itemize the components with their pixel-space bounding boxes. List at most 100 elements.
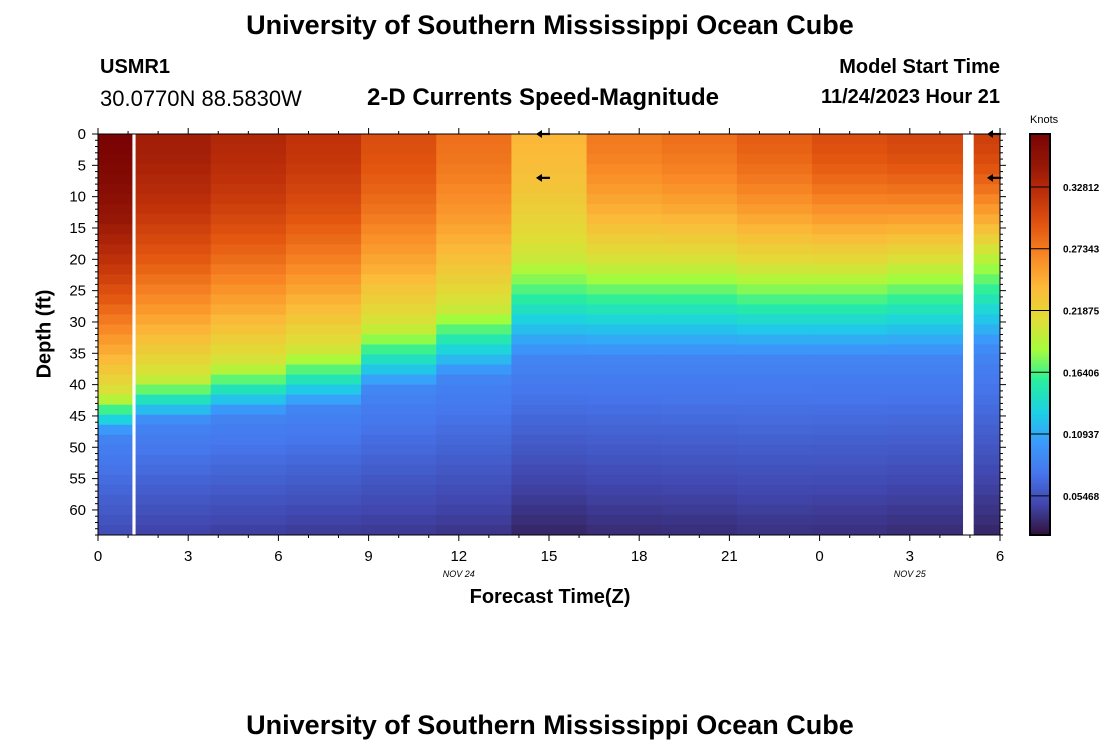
heatmap-cell	[973, 324, 1000, 336]
heatmap-cell	[361, 364, 437, 376]
heatmap-cell	[887, 254, 964, 265]
heatmap-cell	[135, 424, 212, 436]
heatmap-cell	[661, 214, 738, 225]
heatmap-cell	[436, 304, 513, 316]
heatmap-cell	[210, 414, 287, 426]
heatmap-cell	[812, 454, 888, 466]
heatmap-cell	[210, 164, 287, 175]
heatmap-cell	[210, 214, 287, 225]
heatmap-cell	[135, 194, 212, 205]
heatmap-cell	[98, 264, 133, 275]
x-tick-label: 3	[184, 548, 192, 565]
heatmap-cell	[511, 334, 588, 346]
y-tick-label: 25	[69, 283, 86, 300]
heatmap-cell	[98, 324, 133, 336]
heatmap-cell	[812, 174, 888, 185]
heatmap-cell	[812, 474, 888, 486]
heatmap-cell	[736, 134, 813, 145]
heatmap-cell	[135, 474, 212, 486]
heatmap-cell	[736, 274, 813, 285]
heatmap-cell	[361, 234, 437, 245]
heatmap-cell	[887, 364, 964, 376]
heatmap-cell	[736, 364, 813, 376]
heatmap-cell	[736, 394, 813, 406]
heatmap-cell	[586, 354, 663, 366]
heatmap-cell	[973, 424, 1000, 436]
heatmap-cell	[135, 244, 212, 255]
heatmap-cell	[285, 524, 362, 535]
heatmap-cell	[812, 204, 888, 215]
heatmap-cell	[812, 234, 888, 245]
station-coordinates: 30.0770N 88.5830W	[100, 86, 302, 111]
heatmap-cell	[98, 474, 133, 486]
heatmap-cell	[511, 444, 588, 456]
heatmap-cell	[98, 204, 133, 215]
station-id: USMR1	[100, 56, 171, 78]
heatmap-cell	[887, 494, 964, 506]
heatmap-cell	[98, 284, 133, 296]
heatmap-cell	[511, 204, 588, 215]
heatmap-cell	[812, 314, 888, 326]
heatmap-cell	[436, 454, 513, 466]
heatmap-cell	[98, 254, 133, 265]
heatmap-cell	[210, 194, 287, 205]
colorbar-tick-label: 0.32812	[1063, 183, 1100, 194]
heatmap-cell	[973, 484, 1000, 496]
y-tick-label: 60	[69, 502, 86, 519]
heatmap-cell	[736, 384, 813, 396]
heatmap-cell	[285, 404, 362, 416]
heatmap-cell	[361, 284, 437, 296]
heatmap-cell	[135, 224, 212, 235]
x-tick-label: 3	[906, 548, 914, 565]
heatmap-cell	[812, 504, 888, 516]
heatmap-cell	[812, 344, 888, 356]
heatmap-cell	[812, 434, 888, 446]
heatmap-cell	[511, 244, 588, 255]
heatmap-cell	[736, 454, 813, 466]
heatmap-cell	[135, 524, 212, 535]
heatmap-cell	[887, 454, 964, 466]
heatmap-cell	[361, 184, 437, 195]
heatmap-cell	[586, 424, 663, 436]
heatmap-cell	[436, 174, 513, 185]
heatmap-cell	[736, 164, 813, 175]
y-tick-label: 15	[69, 220, 86, 237]
heatmap-cell	[361, 454, 437, 466]
heatmap-cell	[210, 404, 287, 416]
heatmap-cell	[98, 274, 133, 285]
colorbar-ramp	[1029, 133, 1051, 536]
heatmap-cell	[812, 134, 888, 145]
heatmap-cell	[436, 194, 513, 205]
heatmap-cell	[361, 314, 437, 326]
heatmap-cell	[812, 144, 888, 155]
heatmap-cell	[511, 174, 588, 185]
heatmap-cell	[661, 514, 738, 526]
heatmap-cell	[973, 514, 1000, 526]
heatmap-cell	[887, 204, 964, 215]
heatmap-cell	[210, 264, 287, 275]
heatmap-cell	[436, 434, 513, 446]
heatmap-cell	[361, 264, 437, 275]
heatmap-cell	[973, 274, 1000, 285]
heatmap-cell	[436, 294, 513, 306]
heatmap-cell	[736, 444, 813, 456]
heatmap-cell	[285, 414, 362, 426]
heatmap-cell	[210, 144, 287, 155]
heatmap-cell	[887, 144, 964, 155]
heatmap-cell	[98, 144, 133, 155]
heatmap-cell	[135, 454, 212, 466]
heatmap-cell	[361, 164, 437, 175]
heatmap-cell	[887, 384, 964, 396]
heatmap-cell	[661, 244, 738, 255]
heatmap-cell	[511, 454, 588, 466]
y-tick-label: 45	[69, 408, 86, 425]
heatmap-cell	[98, 414, 133, 426]
heatmap-cell	[98, 374, 133, 386]
heatmap-cell	[973, 374, 1000, 386]
heatmap-cell	[98, 294, 133, 306]
heatmap-cell	[887, 164, 964, 175]
heatmap-cell	[736, 464, 813, 476]
date-label: NOV 24	[443, 569, 475, 579]
heatmap-cell	[661, 344, 738, 356]
heatmap-cell	[812, 214, 888, 225]
